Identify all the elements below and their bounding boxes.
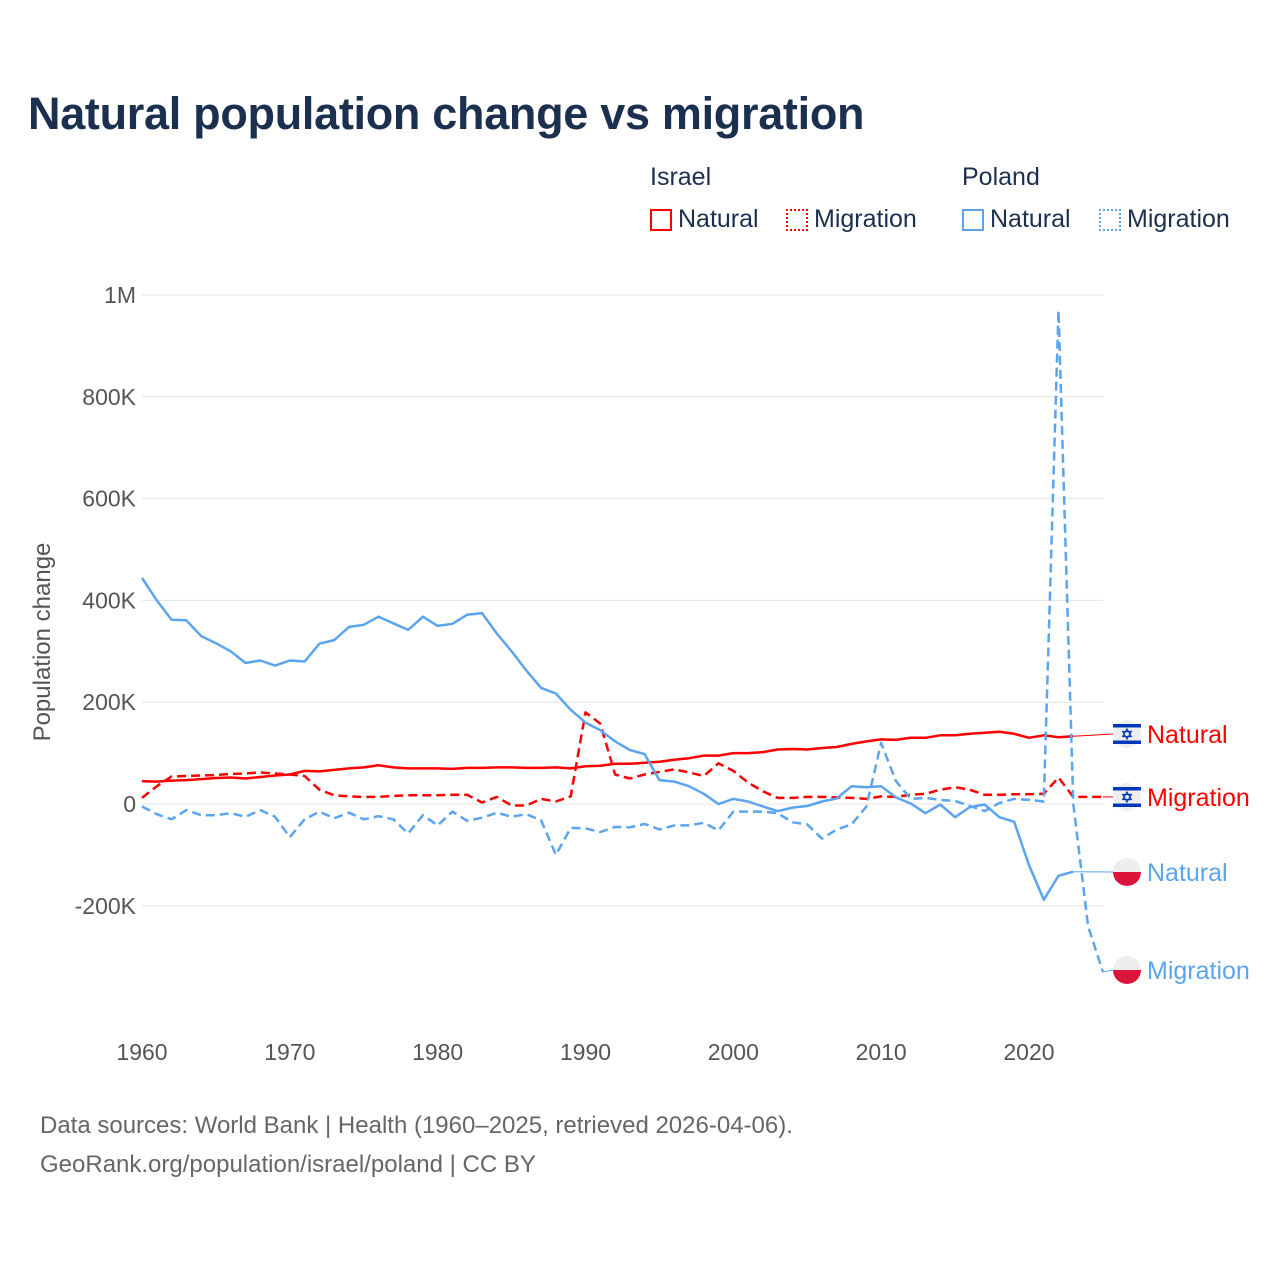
legend-poland-natural[interactable]: Natural — [962, 205, 1071, 234]
series-line-israel-natural — [141, 730, 1074, 783]
legend-israel-migration[interactable]: Migration — [786, 205, 917, 234]
x-tick-label: 1990 — [560, 1039, 611, 1065]
x-tick-label: 2020 — [1003, 1039, 1054, 1065]
y-tick-label: 1M — [104, 282, 136, 308]
legend-swatch-dotted-blue — [1099, 208, 1121, 231]
end-label: Natural — [1147, 859, 1228, 887]
x-tick-label: 2000 — [708, 1039, 759, 1065]
legend-group-poland: Poland — [962, 163, 1040, 191]
end-label: Migration — [1147, 784, 1250, 812]
legend-label: Migration — [814, 205, 917, 233]
legend-israel-natural[interactable]: Natural — [650, 205, 759, 234]
footer-sources: Data sources: World Bank | Health (1960–… — [40, 1112, 793, 1139]
flag-red-half — [1113, 970, 1141, 984]
x-tick-label: 2010 — [856, 1039, 907, 1065]
footer: Data sources: World Bank | Health (1960–… — [40, 1106, 793, 1184]
leader-line — [1102, 969, 1114, 973]
y-tick-label: -200K — [75, 893, 137, 919]
chart-title: Natural population change vs migration — [28, 88, 865, 139]
leader-line — [1073, 733, 1114, 737]
flag-stripe — [1113, 740, 1141, 744]
star-of-david-icon — [1121, 790, 1133, 804]
flag-stripe — [1113, 787, 1141, 791]
legend-label: Migration — [1127, 205, 1230, 233]
y-tick-label: 400K — [82, 587, 136, 613]
poland-flag-icon — [1113, 956, 1141, 984]
legend-swatch-solid-red — [650, 208, 672, 231]
end-label: Natural — [1147, 721, 1228, 749]
legend-label: Natural — [990, 205, 1071, 233]
footer-link[interactable]: GeoRank.org/population/israel/poland | C… — [40, 1151, 536, 1178]
y-tick-label: 800K — [82, 384, 136, 410]
end-label: Migration — [1147, 957, 1250, 985]
y-tick-label: 200K — [82, 689, 136, 715]
legend-swatch-solid-blue — [962, 208, 984, 231]
series-line-poland-natural — [140, 577, 1074, 901]
series-line-israel-migration — [141, 711, 1103, 807]
legend-group-israel: Israel — [650, 163, 712, 191]
flag-stripe — [1113, 803, 1141, 807]
y-axis-label: Population change — [29, 543, 56, 742]
legend-label: Natural — [678, 205, 759, 233]
poland-flag-icon — [1113, 858, 1141, 886]
legend-poland-migration[interactable]: Migration — [1099, 205, 1230, 234]
y-tick-label: 600K — [82, 486, 136, 512]
flag-stripe — [1113, 724, 1141, 728]
y-tick-label: 0 — [123, 791, 136, 817]
x-tick-label: 1960 — [116, 1039, 167, 1065]
series-line-poland-migration — [141, 309, 1105, 973]
x-tick-label: 1980 — [412, 1039, 463, 1065]
star-of-david-icon — [1121, 727, 1133, 741]
x-tick-label: 1970 — [264, 1039, 315, 1065]
legend-swatch-dotted-red — [786, 208, 808, 231]
israel-flag-icon — [1113, 783, 1141, 811]
israel-flag-icon — [1113, 720, 1141, 748]
flag-red-half — [1113, 872, 1141, 886]
